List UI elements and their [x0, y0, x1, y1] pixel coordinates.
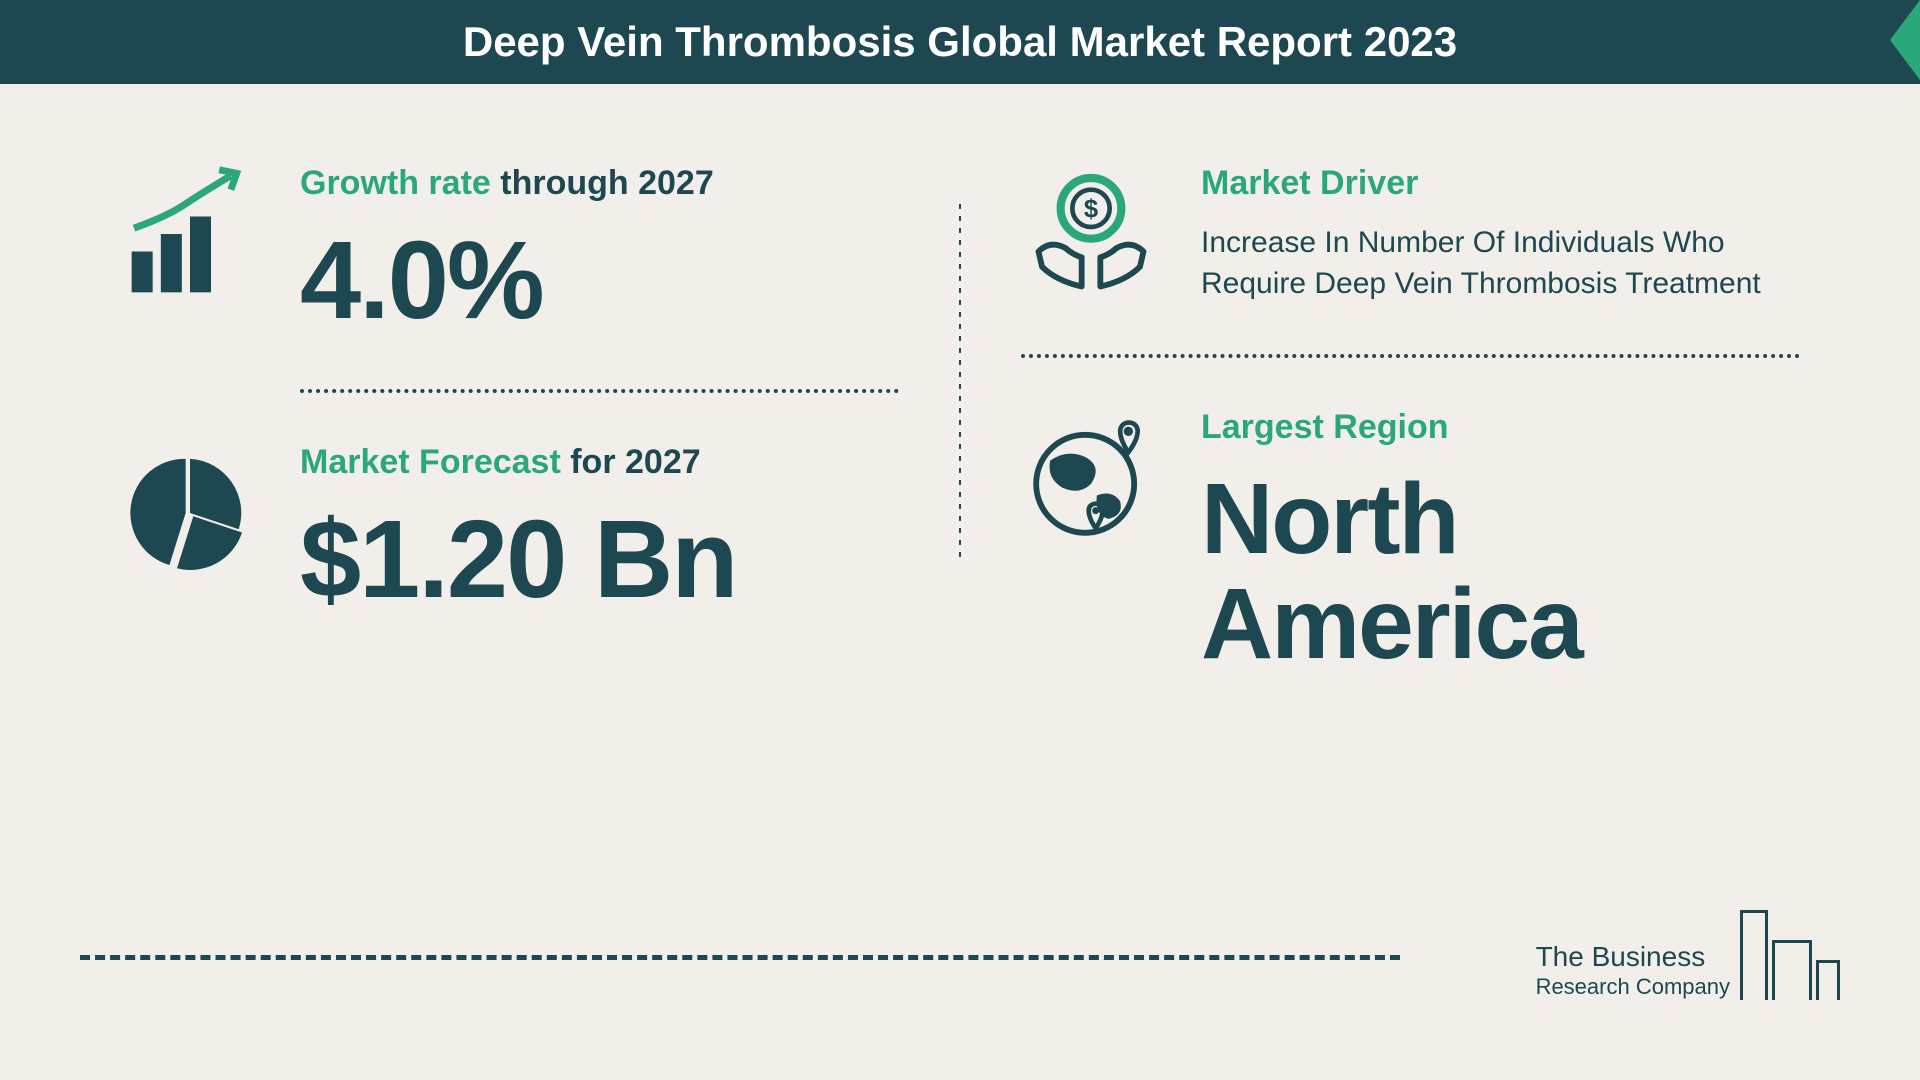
buildings-icon [1740, 910, 1840, 1000]
footer-dashed-line [80, 955, 1400, 960]
right-divider [1021, 354, 1800, 358]
globe-pins-icon [1021, 408, 1161, 548]
growth-value: 4.0% [300, 223, 899, 339]
growth-label: Growth rate through 2027 [300, 164, 899, 203]
left-column: Growth rate through 2027 4.0% Market For… [120, 164, 899, 677]
forecast-section: Market Forecast for 2027 $1.20 Bn [120, 443, 899, 618]
driver-text-box: Market Driver Increase In Number Of Indi… [1201, 164, 1800, 304]
forecast-label-bold: Market Forecast [300, 443, 561, 481]
driver-section: $ Market Driver Increase In Number Of In… [1021, 164, 1800, 304]
region-value: North America [1201, 467, 1800, 677]
report-header: Deep Vein Thrombosis Global Market Repor… [0, 0, 1920, 84]
forecast-text: Market Forecast for 2027 $1.20 Bn [300, 443, 899, 618]
growth-rate-section: Growth rate through 2027 4.0% [120, 164, 899, 339]
region-label: Largest Region [1201, 408, 1800, 447]
content-grid: Growth rate through 2027 4.0% Market For… [0, 84, 1920, 677]
logo-text: The Business Research Company [1536, 940, 1730, 1000]
logo-line2: Research Company [1536, 974, 1730, 1000]
logo-line1: The Business [1536, 940, 1730, 974]
hands-coin-icon: $ [1021, 164, 1161, 304]
pie-chart-icon [120, 443, 260, 583]
forecast-label: Market Forecast for 2027 [300, 443, 899, 482]
vertical-divider [959, 204, 961, 557]
forecast-label-rest: for 2027 [570, 443, 700, 481]
region-section: Largest Region North America [1021, 408, 1800, 677]
forecast-value: $1.20 Bn [300, 502, 899, 618]
region-text-box: Largest Region North America [1201, 408, 1800, 677]
growth-text: Growth rate through 2027 4.0% [300, 164, 899, 339]
svg-text:$: $ [1084, 196, 1098, 224]
left-divider [300, 389, 899, 393]
growth-chart-icon [120, 164, 260, 304]
growth-label-rest: through 2027 [500, 164, 713, 202]
header-accent-triangle [1890, 0, 1920, 80]
right-column: $ Market Driver Increase In Number Of In… [1021, 164, 1800, 677]
report-title: Deep Vein Thrombosis Global Market Repor… [463, 18, 1457, 65]
driver-label: Market Driver [1201, 164, 1800, 203]
company-logo: The Business Research Company [1536, 910, 1840, 1000]
growth-label-bold: Growth rate [300, 164, 491, 202]
driver-description: Increase In Number Of Individuals Who Re… [1201, 223, 1800, 304]
